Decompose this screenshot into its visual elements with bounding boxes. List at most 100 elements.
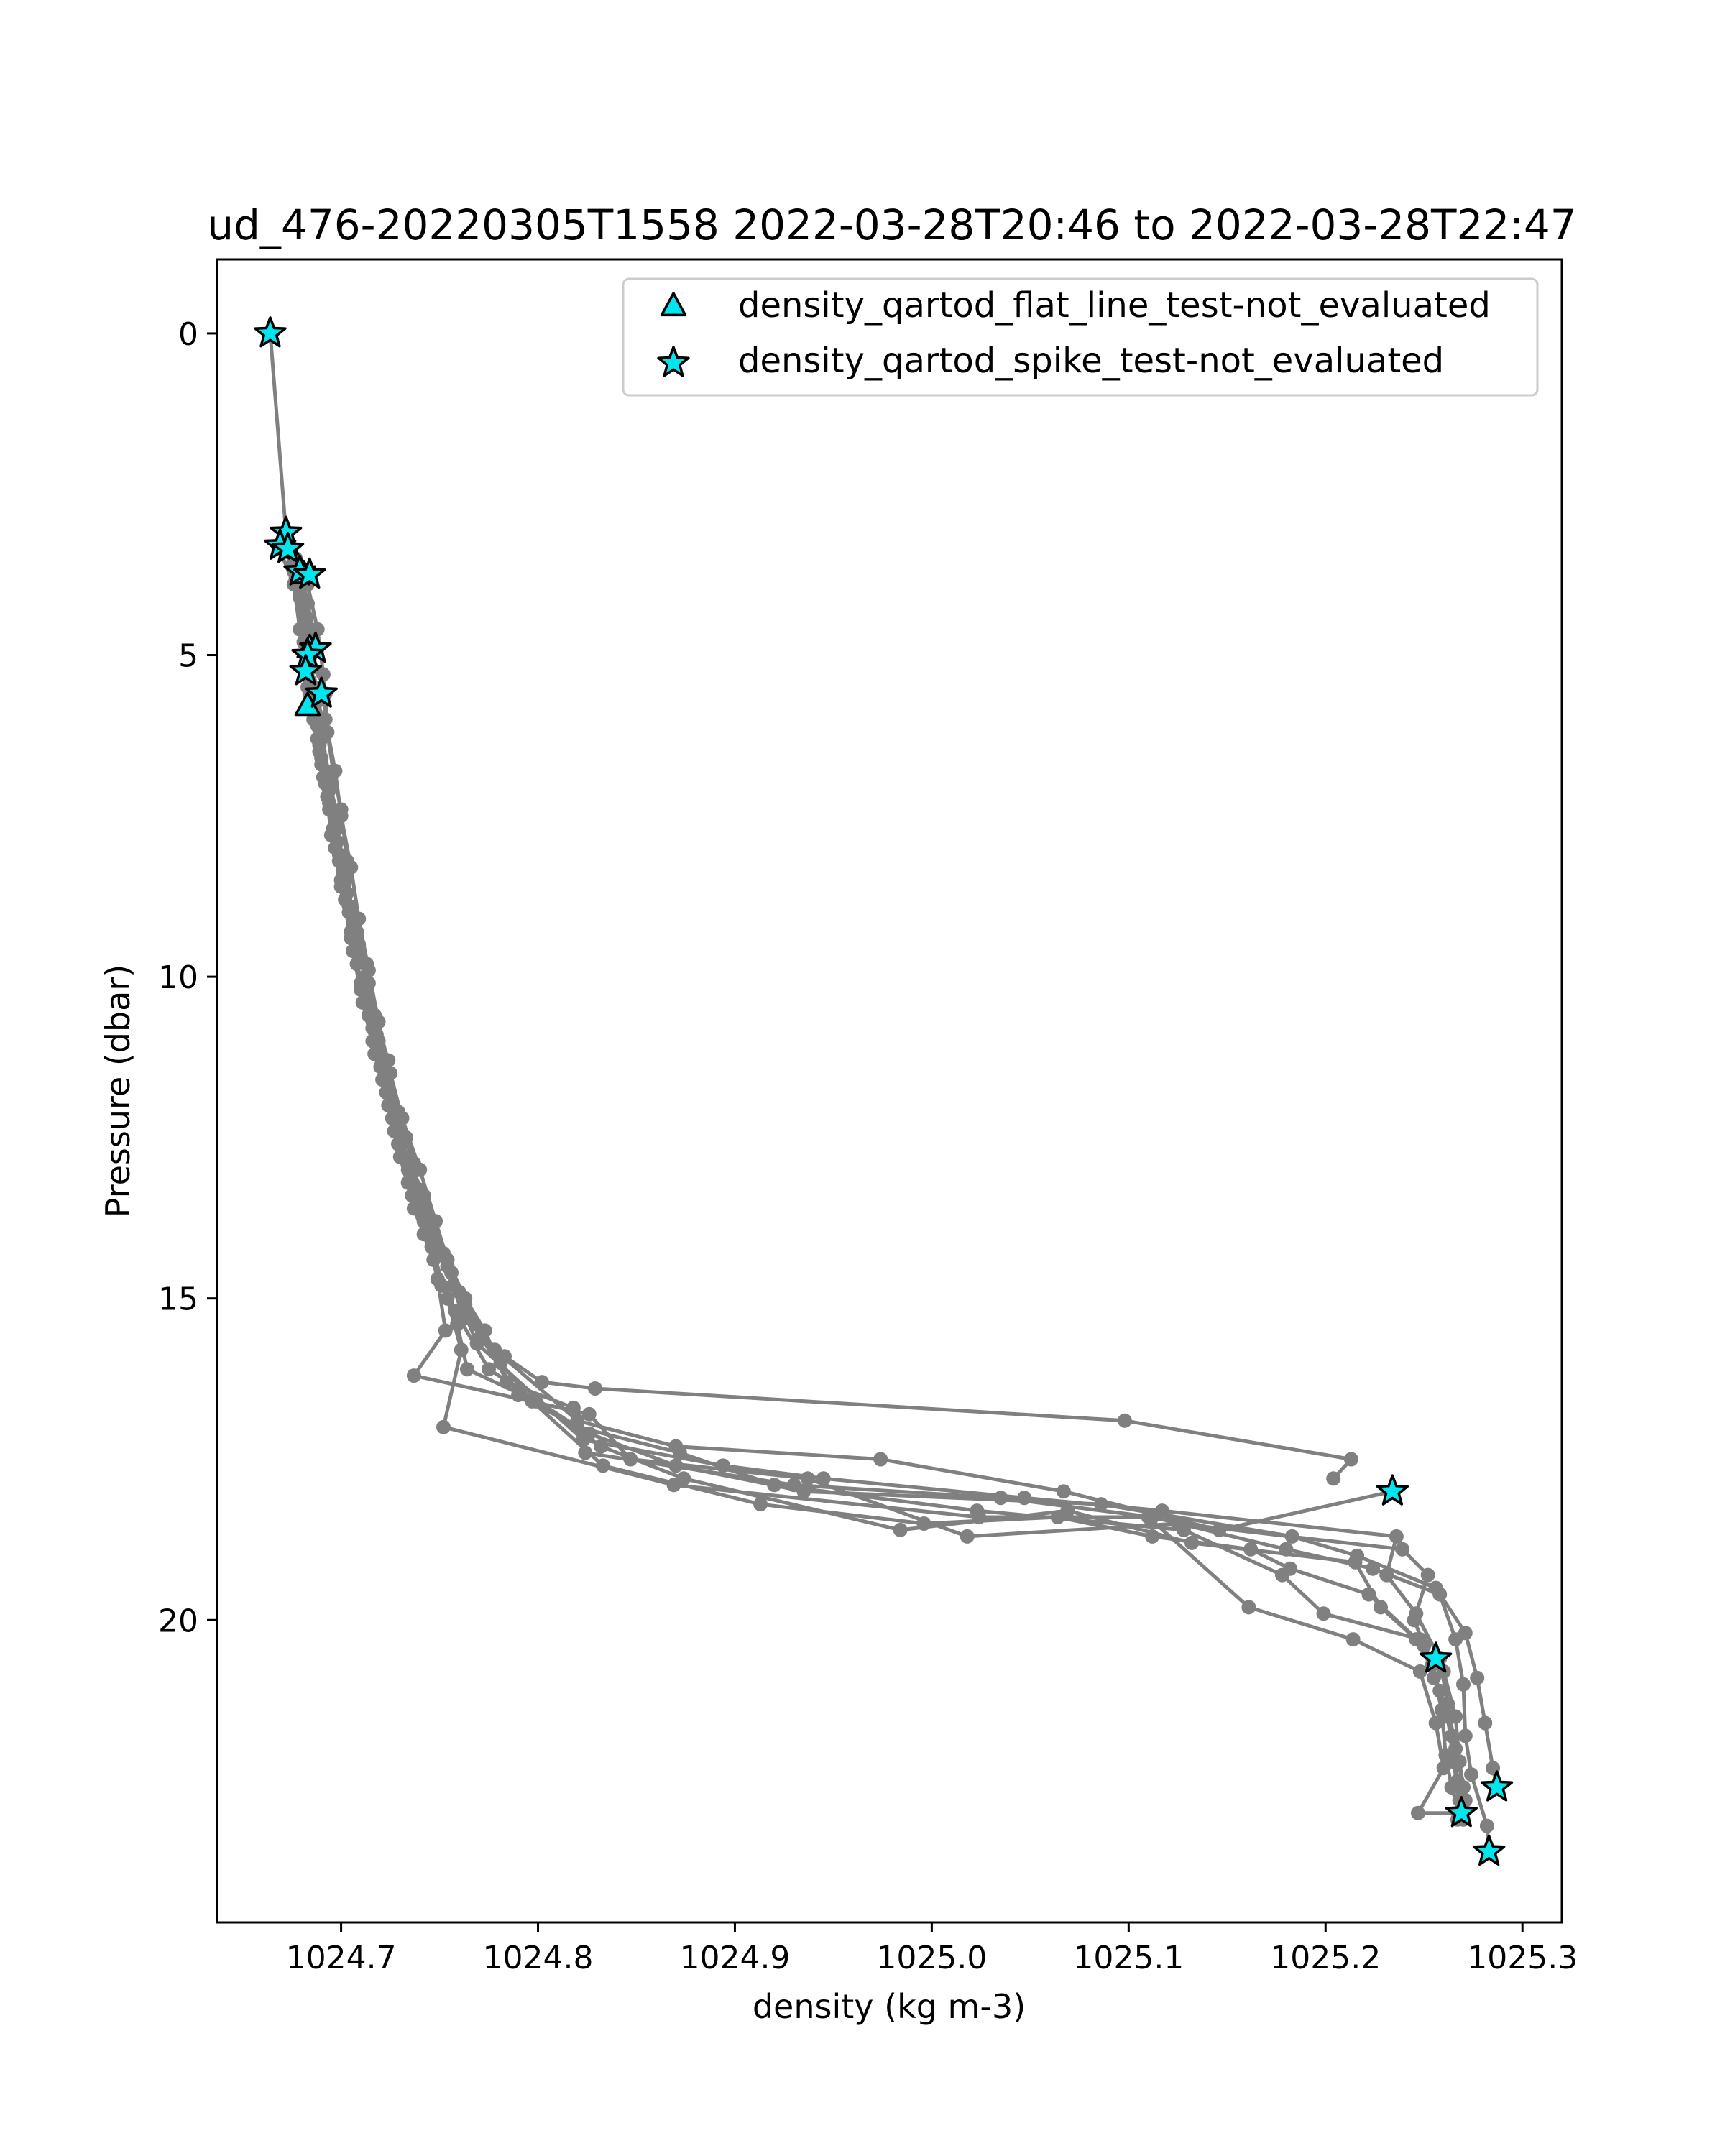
profile-point [1326, 1471, 1341, 1486]
profile-point [1456, 1677, 1471, 1692]
profile-line-10 [294, 558, 1462, 1815]
profile-point [318, 712, 333, 727]
profile-point [1141, 1510, 1156, 1524]
profile-point [482, 1362, 496, 1377]
y-axis-label: Pressure (dbar) [98, 964, 137, 1217]
spike-test-star-marker [1472, 1834, 1506, 1866]
profile-point [428, 1214, 443, 1229]
x-axis-label: density (kg m-3) [753, 1987, 1026, 2026]
x-tick-label: 1025.2 [1270, 1940, 1381, 1976]
profile-point [1436, 1761, 1451, 1776]
plot-frame [216, 258, 1563, 1924]
profile-point [1411, 1805, 1425, 1820]
profile-line-7 [290, 564, 1468, 1801]
profile-point [1470, 1670, 1485, 1685]
profile-line-1 [268, 333, 1353, 1480]
y-tick-label: 5 [178, 638, 198, 675]
profile-point [960, 1529, 975, 1544]
x-tick-label: 1025.1 [1073, 1940, 1184, 1976]
legend-star-glyph [657, 346, 690, 377]
profile-point [800, 1471, 815, 1486]
profile-point [767, 1478, 782, 1493]
profile-point [436, 1419, 451, 1434]
profile-point [672, 1445, 687, 1460]
profile-point [323, 828, 339, 843]
x-tick-label: 1025.0 [876, 1940, 987, 1976]
profile-point [1056, 1484, 1071, 1499]
profile-point [1428, 1580, 1443, 1595]
profile-point [1420, 1567, 1435, 1583]
profile-point [1145, 1529, 1160, 1544]
profile-point [459, 1310, 474, 1325]
profile-point [1117, 1413, 1132, 1428]
profile-point [581, 1406, 597, 1422]
profile-point [1428, 1715, 1443, 1731]
profile-point [893, 1522, 908, 1537]
profile-point [873, 1452, 888, 1467]
profile-point [1094, 1497, 1108, 1512]
spike-test-star-marker [1376, 1474, 1409, 1506]
profile-point [405, 1188, 420, 1203]
profile-line-3 [286, 551, 1466, 1814]
profile-point [354, 982, 368, 997]
profile-point [344, 860, 359, 875]
profile-point [1283, 1561, 1297, 1576]
plot-area [254, 316, 1514, 1866]
profile-line-5 [282, 538, 1499, 1788]
legend: density_qartod_flat_line_test-not_evalua… [622, 277, 1539, 397]
profile-point [1346, 1632, 1361, 1647]
profile-point [623, 1452, 638, 1467]
profile-point [1170, 1516, 1185, 1531]
profile-point [444, 1265, 459, 1280]
profile-point [424, 1240, 439, 1255]
profile-point [1444, 1780, 1459, 1795]
profile-point [1243, 1542, 1259, 1557]
spike-test-star-marker [271, 532, 305, 563]
y-tick-label: 0 [178, 316, 198, 353]
profile-point [1407, 1613, 1422, 1628]
profile-point [310, 731, 325, 746]
x-tick-label: 1024.8 [483, 1940, 594, 1976]
profile-point [361, 963, 376, 978]
legend-triangle-glyph [660, 292, 687, 317]
profile-point [1458, 1728, 1473, 1743]
profile-point [413, 1162, 428, 1177]
x-axis: 1024.7 1024.8 1024.9 1025.0 1025.1 1025.2 1025… [286, 1922, 1578, 1976]
legend-label-flat-line: density_qartod_flat_line_test-not_evalua… [738, 285, 1491, 326]
profile-point [365, 1033, 380, 1049]
profile-point [1395, 1542, 1410, 1557]
spike-test-star-marker [305, 676, 338, 708]
profile-point [1241, 1600, 1256, 1615]
x-tick-label: 1024.7 [286, 1940, 397, 1976]
chart-title: ud_476-20220305T1558 2022-03-28T20:46 to… [207, 201, 1576, 249]
profile-point [666, 1478, 681, 1493]
x-tick-label: 1024.9 [679, 1940, 790, 1976]
spike-test-star-marker [254, 316, 287, 348]
profile-point [459, 1362, 474, 1377]
profile-point [334, 879, 349, 894]
profile-point [334, 808, 349, 824]
profile-line-8 [305, 584, 1460, 1820]
y-tick-label: 20 [158, 1603, 198, 1639]
y-axis: 0 5 10 15 20 [158, 316, 217, 1639]
profile-point [344, 931, 359, 946]
profile-line-6 [292, 571, 1466, 1820]
profile-point [588, 1381, 602, 1396]
legend-star-marker [657, 346, 690, 377]
profile-point [328, 763, 343, 778]
profile-point [440, 1291, 455, 1306]
profile-line-9 [288, 545, 1461, 1814]
profile-point [753, 1497, 768, 1512]
profile-point [578, 1445, 593, 1460]
profile-point [1389, 1529, 1404, 1544]
profile-line-4 [295, 577, 1491, 1852]
legend-box [622, 277, 1539, 397]
profile-point [1361, 1587, 1376, 1602]
profile-point [972, 1510, 987, 1524]
profile-point [1444, 1728, 1459, 1743]
profile-point [454, 1342, 469, 1358]
profile-point [391, 1136, 405, 1151]
spike-test-star-marker [293, 557, 326, 589]
spike-test-star-marker [289, 654, 322, 686]
profile-point [1412, 1664, 1427, 1679]
